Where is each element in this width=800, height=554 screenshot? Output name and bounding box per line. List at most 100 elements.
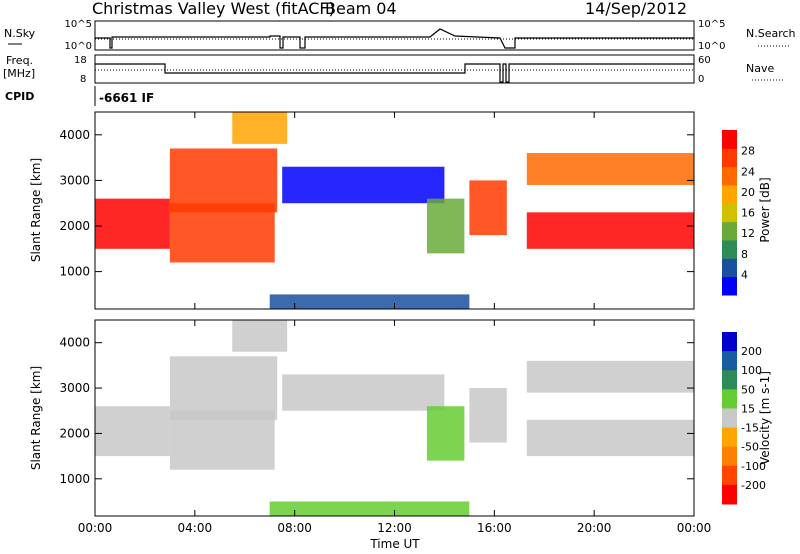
nave-label: Nave (746, 62, 774, 75)
echo-band (526, 360, 694, 393)
cpid-value: -6661 IF (99, 91, 154, 105)
colorbar-tick-label: 20 (741, 186, 755, 199)
colorbar-segment (722, 484, 737, 505)
freq-label: Freq. (6, 54, 33, 67)
colorbar-segment (722, 370, 737, 390)
colorbar-tick-label: 16 (741, 207, 755, 220)
noise-tick-bottom: 10^0 (65, 41, 92, 52)
echo-band (169, 356, 278, 420)
colorbar-segment (722, 427, 737, 448)
echo-band (232, 112, 288, 144)
cpid-label: CPID (5, 90, 34, 103)
freq-tick-bottom: 8 (80, 74, 86, 85)
echo-band (232, 320, 288, 352)
nave-tick-top: 60 (698, 55, 711, 66)
freq-unit-label: [MHz] (3, 67, 35, 80)
colorbar-segment (722, 240, 737, 259)
velocity-colorbar: 200 100 50 15 -15 -50 -100 -200 (722, 332, 766, 505)
echo-band (95, 198, 170, 249)
echo-band (469, 180, 507, 236)
x-tick-label: 04:00 (178, 521, 213, 535)
colorbar-segment (722, 276, 737, 296)
colorbar-segment (722, 465, 737, 486)
echo-band (169, 148, 278, 213)
colorbar-segment (722, 221, 737, 241)
echo-band (282, 374, 445, 411)
colorbar-segment (722, 148, 737, 168)
colorbar-tick-label: -200 (741, 479, 766, 492)
x-tick-label: 20:00 (577, 521, 612, 535)
colorbar-tick-label: 8 (741, 248, 748, 261)
freq-trace (95, 63, 694, 83)
colorbar-tick-label: 4 (741, 268, 748, 281)
colorbar-tick-label: 15 (741, 402, 755, 415)
colorbar-tick-label: -50 (741, 441, 759, 454)
y-tick-label: 1000 (59, 265, 90, 279)
echo-band (426, 198, 465, 254)
echo-band (469, 388, 507, 443)
y-tick-label: 1000 (59, 472, 90, 486)
y-tick-label: 4000 (59, 336, 90, 350)
colorbar-tick-label: -15 (741, 422, 759, 435)
echo-band (269, 294, 470, 309)
power-colorbar: 4 8 12 16 20 24 28 (722, 130, 755, 296)
colorbar-segment (722, 166, 737, 186)
x-tick-label: 00:00 (677, 521, 712, 535)
noise-tick-bottom-right: 10^0 (698, 41, 725, 52)
velocity-axes: 00:00 04:00 08:00 12:00 16:00 20:00 00:00 1000 2… (59, 320, 711, 535)
freq-tick-top: 18 (74, 55, 87, 66)
colorbar-tick-label: -100 (741, 460, 766, 473)
nave-tick-bottom: 0 (698, 74, 704, 85)
colorbar-segment (722, 185, 737, 204)
x-tick-label: 00:00 (78, 521, 113, 535)
noise-tick-top-right: 10^5 (698, 19, 725, 30)
echo-band (95, 406, 170, 457)
noise-tick-top: 10^5 (65, 19, 92, 30)
echo-band (526, 419, 694, 457)
echo-band (169, 203, 275, 263)
beam-title: Beam 04 (325, 0, 397, 18)
colorbar-tick-label: 200 (741, 345, 762, 358)
station-title: Christmas Valley West (fitACF) (92, 0, 335, 18)
echo-band (426, 406, 465, 461)
colorbar-segment (722, 258, 737, 278)
colorbar-tick-label: 50 (741, 383, 755, 396)
echo-band (282, 166, 445, 204)
nsky-label: N.Sky (4, 27, 36, 40)
echo-band (526, 212, 694, 249)
y-tick-label: 4000 (59, 128, 90, 142)
x-tick-label: 08:00 (277, 521, 312, 535)
velocity-ylabel: Slant Range [km] (29, 366, 43, 470)
power-cells (95, 112, 694, 309)
colorbar-tick-label: 100 (741, 364, 762, 377)
velocity-colorbar-label: Velocity [m s-1] (758, 371, 772, 465)
echo-band (526, 153, 694, 185)
power-axes: 1000 2000 3000 4000 (59, 112, 695, 309)
colorbar-segment (722, 203, 737, 223)
time-xlabel: Time UT (369, 537, 420, 551)
colorbar-segment (722, 130, 737, 149)
nsky-trace (95, 28, 694, 49)
y-tick-label: 2000 (59, 426, 90, 440)
x-tick-label: 12:00 (377, 521, 412, 535)
power-colorbar-label: Power [dB] (758, 177, 772, 242)
echo-band (169, 410, 275, 470)
colorbar-segment (722, 389, 737, 409)
date-title: 14/Sep/2012 (585, 0, 687, 18)
colorbar-segment (722, 408, 737, 429)
colorbar-tick-label: 24 (741, 165, 755, 178)
colorbar-tick-label: 28 (741, 145, 755, 158)
power-ylabel: Slant Range [km] (29, 158, 43, 262)
nsearch-label: N.Search (746, 27, 796, 40)
y-tick-label: 2000 (59, 219, 90, 233)
x-tick-label: 16:00 (477, 521, 512, 535)
colorbar-segment (722, 351, 737, 371)
noise-panel (94, 20, 695, 51)
colorbar-segment (722, 446, 737, 467)
echo-band (269, 501, 470, 516)
colorbar-segment (722, 332, 737, 352)
velocity-cells (95, 320, 694, 516)
colorbar-tick-label: 12 (741, 227, 755, 240)
y-tick-label: 3000 (59, 173, 90, 187)
